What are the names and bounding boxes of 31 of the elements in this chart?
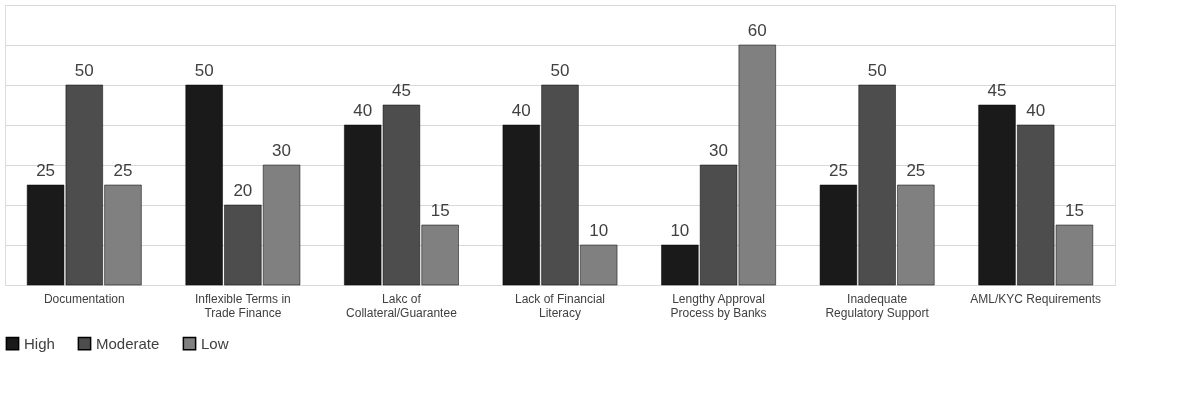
data-label: 40 <box>1026 101 1046 120</box>
data-label: 30 <box>272 141 292 160</box>
data-label: 45 <box>987 81 1007 100</box>
data-label: 25 <box>36 161 56 180</box>
x-tick-label: Inadequate Regulatory Support <box>825 291 930 320</box>
data-label: 50 <box>867 61 887 80</box>
data-label: 15 <box>430 201 450 220</box>
x-tick-label: Documentation <box>43 291 125 306</box>
legend-label: Moderate <box>96 334 160 352</box>
x-tick-label: AML/KYC Requirements <box>970 291 1102 306</box>
data-label: 60 <box>747 21 767 40</box>
x-tick-label: Lengthy Approval Process by Banks <box>670 291 767 320</box>
data-label: 50 <box>194 61 214 80</box>
data-label: 40 <box>511 101 531 120</box>
legend-label: High <box>24 334 55 352</box>
data-label: 45 <box>391 81 411 100</box>
data-label: 25 <box>906 161 926 180</box>
data-label: 10 <box>589 221 609 240</box>
data-label: 10 <box>670 221 690 240</box>
legend-label: Low <box>201 334 229 352</box>
data-label: 25 <box>113 161 133 180</box>
data-label: 15 <box>1064 201 1084 220</box>
data-label: 20 <box>233 181 253 200</box>
x-tick-label: Inflexible Terms in Trade Finance <box>194 291 291 320</box>
data-label: 50 <box>550 61 570 80</box>
data-label: 40 <box>353 101 373 120</box>
data-label: 25 <box>828 161 848 180</box>
data-label: 30 <box>709 141 729 160</box>
x-tick-label: Lakc of Collateral/Guarantee <box>346 291 458 320</box>
x-tick-label: Lack of Financial Literacy <box>514 291 606 320</box>
data-label: 50 <box>74 61 94 80</box>
